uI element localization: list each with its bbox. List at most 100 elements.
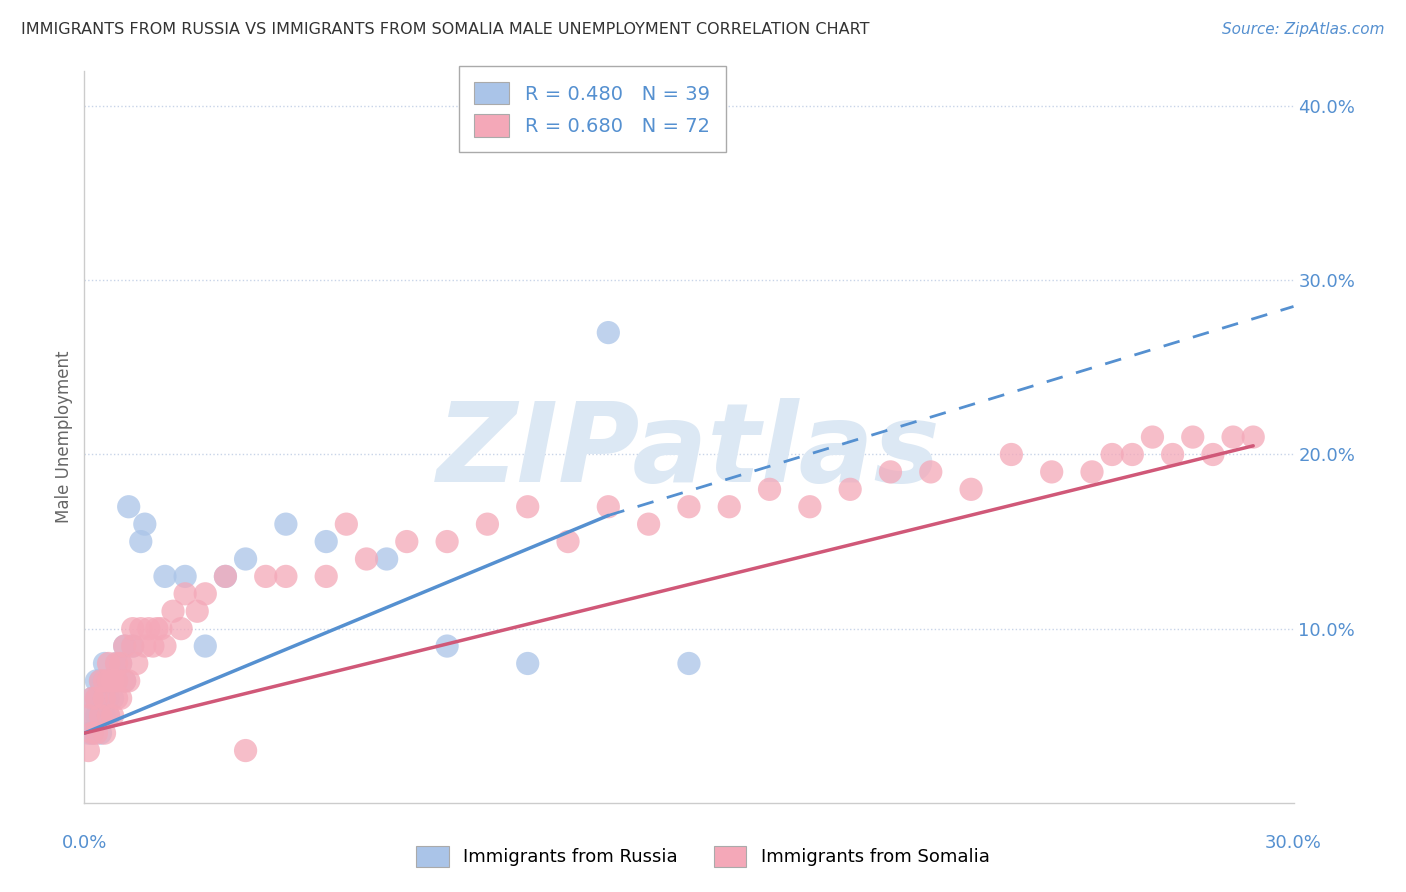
Point bbox=[114, 639, 136, 653]
Point bbox=[598, 500, 620, 514]
Legend: Immigrants from Russia, Immigrants from Somalia: Immigrants from Russia, Immigrants from … bbox=[409, 838, 997, 874]
Point bbox=[101, 691, 124, 706]
Point bbox=[97, 673, 120, 688]
Text: 0.0%: 0.0% bbox=[62, 834, 107, 852]
Point bbox=[436, 534, 458, 549]
Point bbox=[153, 569, 176, 583]
Point bbox=[678, 500, 700, 514]
Point bbox=[97, 691, 120, 706]
Point bbox=[1181, 430, 1204, 444]
Point bbox=[125, 657, 148, 671]
Point bbox=[89, 673, 111, 688]
Point bbox=[93, 691, 115, 706]
Point bbox=[194, 587, 217, 601]
Point bbox=[134, 639, 156, 653]
Y-axis label: Male Unemployment: Male Unemployment bbox=[55, 351, 73, 524]
Point bbox=[86, 708, 108, 723]
Point bbox=[93, 673, 115, 688]
Point bbox=[93, 726, 115, 740]
Point bbox=[1040, 465, 1063, 479]
Point bbox=[235, 743, 257, 757]
Point bbox=[186, 604, 208, 618]
Point bbox=[77, 743, 100, 757]
Point bbox=[114, 673, 136, 688]
Text: ZIPatlas: ZIPatlas bbox=[437, 398, 941, 505]
Point bbox=[1241, 430, 1264, 444]
Point bbox=[97, 708, 120, 723]
Point bbox=[637, 517, 659, 532]
Point bbox=[174, 569, 197, 583]
Point bbox=[118, 673, 141, 688]
Text: Source: ZipAtlas.com: Source: ZipAtlas.com bbox=[1222, 22, 1385, 37]
Point bbox=[105, 691, 128, 706]
Point bbox=[82, 691, 104, 706]
Point bbox=[170, 622, 193, 636]
Point bbox=[134, 517, 156, 532]
Point bbox=[93, 673, 115, 688]
Point bbox=[121, 639, 143, 653]
Point bbox=[557, 534, 579, 549]
Point bbox=[129, 622, 152, 636]
Point bbox=[799, 500, 821, 514]
Legend: R = 0.480   N = 39, R = 0.680   N = 72: R = 0.480 N = 39, R = 0.680 N = 72 bbox=[458, 66, 725, 153]
Point bbox=[97, 673, 120, 688]
Point bbox=[758, 483, 780, 497]
Point bbox=[93, 657, 115, 671]
Point bbox=[516, 657, 538, 671]
Point bbox=[678, 657, 700, 671]
Point bbox=[110, 691, 132, 706]
Point bbox=[86, 691, 108, 706]
Point bbox=[89, 708, 111, 723]
Point bbox=[86, 673, 108, 688]
Point bbox=[105, 657, 128, 671]
Point bbox=[315, 534, 337, 549]
Point bbox=[1121, 448, 1143, 462]
Point bbox=[114, 639, 136, 653]
Point bbox=[1142, 430, 1164, 444]
Point bbox=[97, 708, 120, 723]
Point bbox=[718, 500, 741, 514]
Point bbox=[162, 604, 184, 618]
Point bbox=[194, 639, 217, 653]
Point bbox=[89, 691, 111, 706]
Point bbox=[149, 622, 172, 636]
Point bbox=[114, 673, 136, 688]
Point bbox=[101, 673, 124, 688]
Text: 30.0%: 30.0% bbox=[1265, 834, 1322, 852]
Point bbox=[138, 622, 160, 636]
Point bbox=[960, 483, 983, 497]
Point bbox=[77, 708, 100, 723]
Point bbox=[436, 639, 458, 653]
Point bbox=[1000, 448, 1022, 462]
Point bbox=[274, 569, 297, 583]
Point bbox=[477, 517, 499, 532]
Point bbox=[920, 465, 942, 479]
Point bbox=[254, 569, 277, 583]
Point bbox=[105, 673, 128, 688]
Point bbox=[335, 517, 357, 532]
Point bbox=[101, 708, 124, 723]
Point bbox=[110, 657, 132, 671]
Point bbox=[879, 465, 901, 479]
Point bbox=[101, 673, 124, 688]
Point bbox=[129, 534, 152, 549]
Point bbox=[356, 552, 378, 566]
Point bbox=[214, 569, 236, 583]
Point bbox=[82, 726, 104, 740]
Point bbox=[105, 657, 128, 671]
Point bbox=[121, 622, 143, 636]
Point bbox=[142, 639, 165, 653]
Point bbox=[146, 622, 169, 636]
Point bbox=[516, 500, 538, 514]
Point bbox=[1161, 448, 1184, 462]
Point bbox=[315, 569, 337, 583]
Point bbox=[93, 708, 115, 723]
Point bbox=[235, 552, 257, 566]
Point bbox=[97, 657, 120, 671]
Point bbox=[86, 726, 108, 740]
Point bbox=[105, 673, 128, 688]
Point bbox=[77, 708, 100, 723]
Point bbox=[89, 726, 111, 740]
Text: IMMIGRANTS FROM RUSSIA VS IMMIGRANTS FROM SOMALIA MALE UNEMPLOYMENT CORRELATION : IMMIGRANTS FROM RUSSIA VS IMMIGRANTS FRO… bbox=[21, 22, 869, 37]
Point bbox=[89, 673, 111, 688]
